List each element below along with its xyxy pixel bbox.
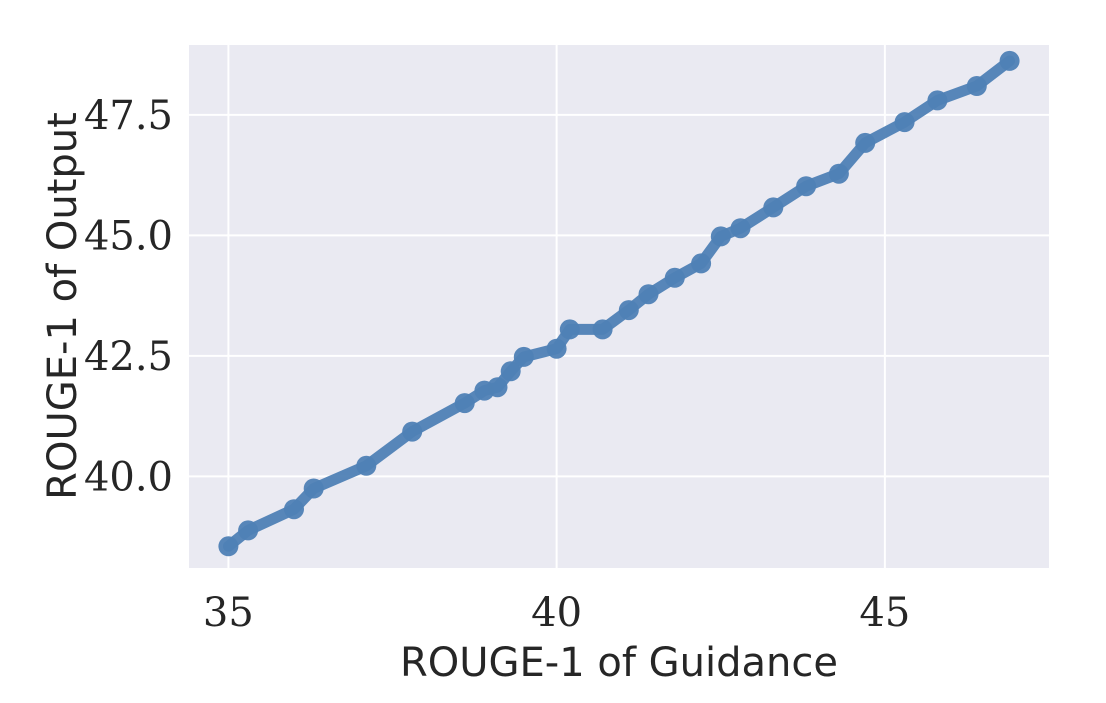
y-tick-label: 40.0 [84, 454, 173, 500]
data-point [592, 319, 613, 340]
data-point [500, 361, 521, 382]
data-point [664, 267, 685, 288]
y-axis-label: ROUGE-1 of Output [40, 112, 86, 500]
data-point [966, 76, 987, 96]
x-tick-label: 35 [203, 590, 254, 636]
data-point [828, 163, 849, 184]
y-tick-label: 45.0 [84, 213, 173, 259]
data-point [710, 226, 731, 247]
data-point [763, 197, 784, 218]
series-line [222, 55, 1016, 552]
y-tick-labels: 40.0 42.5 45.0 47.5 [84, 93, 173, 501]
data-point [730, 218, 751, 239]
y-tick-label: 42.5 [84, 334, 173, 380]
data-point [855, 132, 876, 153]
data-point [546, 338, 567, 359]
data-point [999, 50, 1020, 71]
data-point [638, 284, 659, 305]
x-tick-label: 45 [859, 590, 910, 636]
data-point [559, 319, 580, 340]
data-point [487, 377, 508, 398]
data-point [284, 499, 304, 520]
y-tick-label: 47.5 [84, 93, 173, 139]
data-point [402, 421, 423, 442]
x-tick-labels: 35 40 45 [203, 590, 910, 636]
data-point [356, 455, 377, 476]
data-point [618, 300, 639, 321]
x-tick-label: 40 [531, 590, 582, 636]
data-point [691, 253, 712, 274]
data-point [796, 176, 817, 197]
x-axis-label: ROUGE-1 of Guidance [400, 640, 838, 686]
data-point [303, 478, 324, 499]
series-layer [218, 50, 1020, 557]
data-point [513, 346, 534, 367]
data-point [238, 520, 259, 541]
data-point [218, 536, 239, 557]
data-point [927, 90, 948, 111]
data-point [894, 112, 915, 133]
data-point [454, 393, 475, 414]
